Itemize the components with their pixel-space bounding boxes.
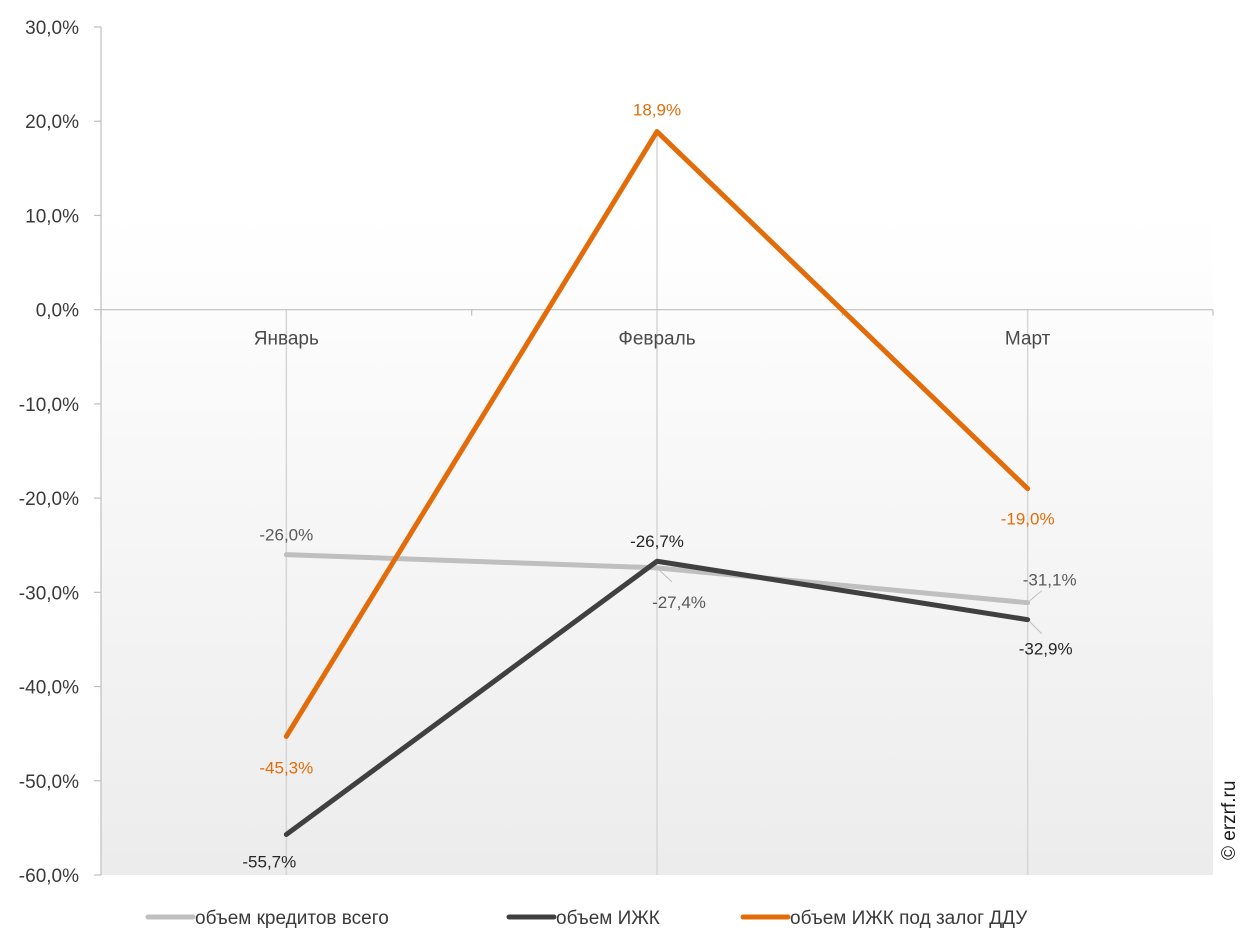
- y-tick-label: -20,0%: [19, 489, 79, 510]
- legend-label-2: объем ИЖК: [556, 908, 660, 929]
- data-label: -55,7%: [242, 852, 296, 871]
- y-tick-label: 0,0%: [36, 301, 79, 322]
- data-label: -26,0%: [259, 526, 313, 545]
- category-label: Январь: [254, 329, 319, 350]
- y-tick-label: 20,0%: [25, 112, 79, 133]
- data-label-leader: [1029, 621, 1043, 635]
- axes: [100, 27, 1214, 875]
- data-label: -32,9%: [1019, 640, 1073, 659]
- data-label: -26,7%: [630, 532, 684, 551]
- legend: объем кредитов всего объем ИЖК объем ИЖК п…: [145, 908, 1028, 929]
- legend-label-1: объем кредитов всего: [195, 908, 389, 929]
- data-label: 18,9%: [633, 101, 681, 120]
- data-label: -19,0%: [1001, 510, 1055, 529]
- series-line-3: [283, 129, 1031, 739]
- y-axis-ticks: 30,0% 20,0% 10,0% 0,0% -10,0% -20,0% -30,0% -40…: [19, 18, 101, 887]
- category-labels: Январь Февраль Март: [254, 329, 1051, 350]
- data-label: -27,4%: [652, 593, 706, 612]
- data-label: -31,1%: [1023, 571, 1077, 590]
- y-tick-label: 30,0%: [25, 18, 79, 39]
- y-tick-label: 10,0%: [25, 206, 79, 227]
- category-label: Февраль: [618, 329, 695, 350]
- category-label: Март: [1005, 329, 1051, 350]
- data-labels: -26,0% -27,4% -31,1% -55,7% -26,7% -32,9% -45,…: [242, 101, 1076, 872]
- data-label-leader: [1029, 590, 1042, 602]
- y-tick-label: -50,0%: [19, 772, 79, 793]
- y-tick-label: -60,0%: [19, 866, 79, 887]
- legend-label-3: объем ИЖК под залог ДДУ: [790, 908, 1028, 929]
- y-tick-label: -40,0%: [19, 678, 79, 699]
- series-line-2: [283, 558, 1031, 837]
- data-label-leader: [658, 569, 673, 583]
- watermark: © erzrf.ru: [1219, 781, 1240, 860]
- data-label: -45,3%: [259, 758, 313, 777]
- series-lines: [283, 129, 1031, 837]
- series-line-1: [283, 552, 1031, 606]
- y-tick-label: -10,0%: [19, 395, 79, 416]
- y-tick-label: -30,0%: [19, 583, 79, 604]
